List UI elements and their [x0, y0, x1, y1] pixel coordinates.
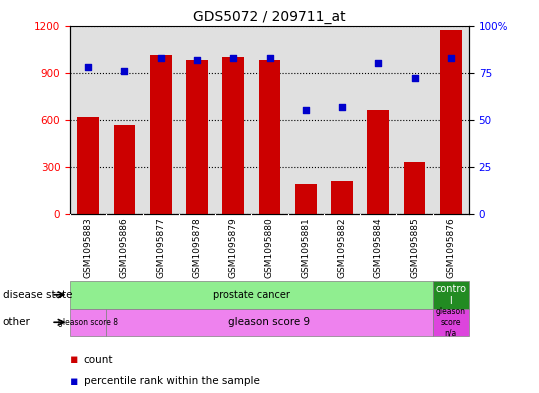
Text: gleason score 8: gleason score 8: [58, 318, 118, 327]
Text: GSM1095885: GSM1095885: [410, 218, 419, 278]
Text: ▪: ▪: [70, 353, 79, 366]
Text: count: count: [84, 354, 113, 365]
Point: [229, 55, 238, 61]
Text: ▪: ▪: [70, 375, 79, 388]
Bar: [440, 30, 462, 214]
Point: [374, 60, 383, 66]
Text: GSM1095877: GSM1095877: [156, 218, 165, 278]
Point: [265, 55, 274, 61]
Text: GDS5072 / 209711_at: GDS5072 / 209711_at: [193, 10, 346, 24]
Point: [301, 107, 310, 114]
Point: [192, 56, 201, 62]
Point: [156, 55, 165, 61]
Point: [84, 64, 93, 70]
Bar: [259, 60, 280, 214]
Point: [338, 103, 347, 110]
Text: GSM1095883: GSM1095883: [84, 218, 93, 278]
Bar: [114, 125, 135, 214]
Text: GSM1095886: GSM1095886: [120, 218, 129, 278]
Text: gleason
score
n/a: gleason score n/a: [436, 307, 466, 337]
Bar: [223, 57, 244, 214]
Text: gleason score 9: gleason score 9: [229, 317, 310, 327]
Text: prostate cancer: prostate cancer: [213, 290, 290, 300]
Bar: [368, 110, 389, 214]
Bar: [331, 181, 353, 214]
Bar: [106, 309, 433, 336]
Text: percentile rank within the sample: percentile rank within the sample: [84, 376, 259, 386]
Text: GSM1095882: GSM1095882: [337, 218, 347, 278]
Bar: [295, 184, 316, 214]
Text: GSM1095884: GSM1095884: [374, 218, 383, 278]
Text: GSM1095876: GSM1095876: [446, 218, 455, 278]
Text: disease state: disease state: [3, 290, 72, 300]
Bar: [70, 309, 106, 336]
Point: [120, 68, 129, 74]
Text: GSM1095878: GSM1095878: [192, 218, 202, 278]
Point: [446, 55, 455, 61]
Text: other: other: [3, 317, 31, 327]
Bar: [433, 309, 469, 336]
Text: GSM1095880: GSM1095880: [265, 218, 274, 278]
Bar: [404, 162, 425, 214]
Bar: [77, 117, 99, 214]
Text: GSM1095879: GSM1095879: [229, 218, 238, 278]
Bar: [433, 281, 469, 309]
Point: [410, 75, 419, 81]
Text: GSM1095881: GSM1095881: [301, 218, 310, 278]
Text: contro
l: contro l: [436, 284, 466, 305]
Bar: [186, 60, 208, 214]
Bar: [150, 55, 171, 214]
